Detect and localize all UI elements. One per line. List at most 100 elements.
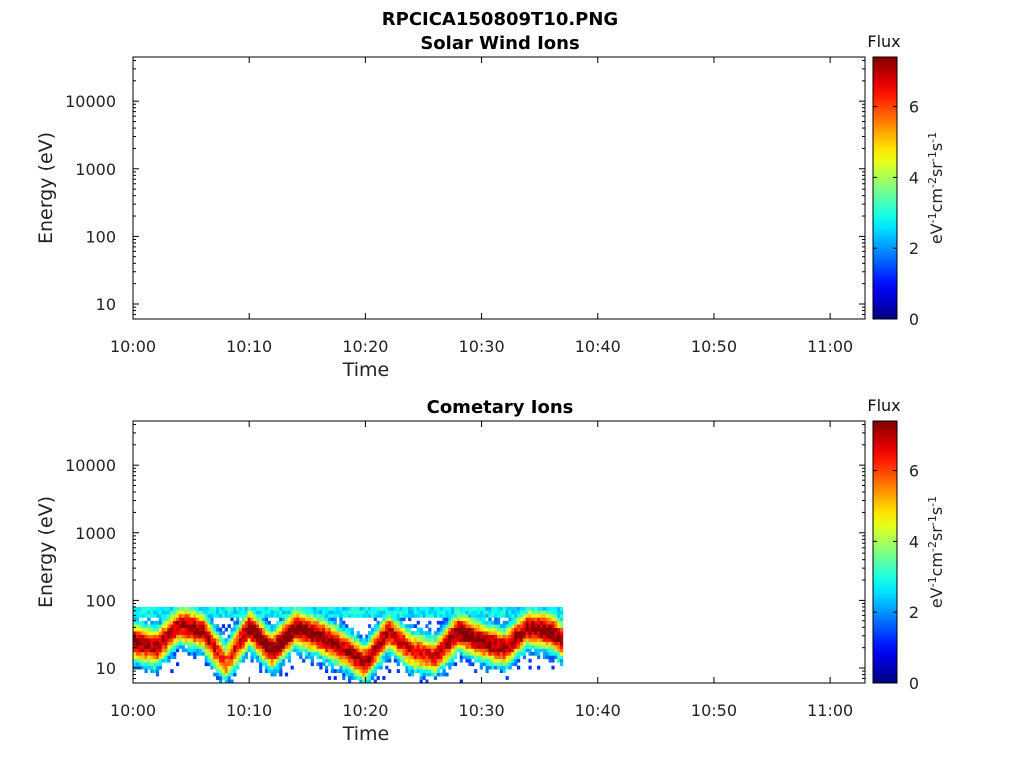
heatmap-cell <box>282 624 286 628</box>
heatmap-cell <box>388 631 392 635</box>
heatmap-cell <box>502 669 506 673</box>
heatmap-cell <box>336 641 340 646</box>
heatmap-cell <box>325 624 329 628</box>
heatmap-cell <box>431 665 435 670</box>
heatmap-cell <box>368 665 372 670</box>
heatmap-cell <box>359 665 363 670</box>
heatmap-cell <box>253 617 257 622</box>
heatmap-cell <box>474 648 478 653</box>
heatmap-cell <box>256 648 260 653</box>
heatmap-cell <box>310 613 314 618</box>
heatmap-cell <box>293 613 297 618</box>
heatmap-cell <box>141 634 145 639</box>
heatmap-cell <box>439 672 443 677</box>
heatmap-cell <box>296 613 300 618</box>
heatmap-cell <box>471 651 475 656</box>
heatmap-cell <box>548 641 552 646</box>
heatmap-cell <box>402 624 406 628</box>
heatmap-cell <box>327 638 332 642</box>
heatmap-cell <box>502 638 506 642</box>
heatmap-cell <box>474 655 478 660</box>
heatmap-cell <box>462 638 466 642</box>
heatmap-cell <box>336 662 340 667</box>
heatmap-cell <box>439 651 443 656</box>
heatmap-cell <box>514 634 518 639</box>
heatmap-cell <box>517 613 521 618</box>
heatmap-cell <box>322 620 326 625</box>
heatmap-cell <box>224 638 228 642</box>
heatmap-cell <box>525 638 529 642</box>
heatmap-cell <box>244 620 248 625</box>
heatmap-cell <box>379 665 383 670</box>
heatmap-cell <box>327 606 332 611</box>
heatmap-cell <box>356 645 360 649</box>
heatmap-cell <box>540 638 544 642</box>
heatmap-cell <box>462 634 466 639</box>
heatmap-cell <box>178 631 183 635</box>
heatmap-cell <box>433 669 438 673</box>
heatmap-cell <box>153 651 157 656</box>
heatmap-cell <box>253 655 257 660</box>
heatmap-cell <box>184 641 188 646</box>
heatmap-cell <box>505 645 509 649</box>
heatmap-cell <box>250 648 254 653</box>
heatmap-cell <box>416 610 420 615</box>
heatmap-cell <box>213 665 217 670</box>
heatmap-cell <box>201 620 205 625</box>
heatmap-cell <box>350 672 354 677</box>
heatmap-cell <box>305 613 309 618</box>
heatmap-cell <box>250 606 254 611</box>
heatmap-cell <box>436 634 440 639</box>
heatmap-cell <box>525 631 529 635</box>
heatmap-cell <box>170 617 174 622</box>
heatmap-cell <box>396 645 400 649</box>
x-tick-label: 11:00 <box>807 701 853 720</box>
heatmap-cell <box>442 634 446 639</box>
heatmap-cell <box>511 620 515 625</box>
heatmap-cell <box>290 641 294 646</box>
heatmap-cell <box>542 641 546 646</box>
heatmap-cell <box>267 620 271 625</box>
heatmap-cell <box>279 655 283 660</box>
heatmap-cell <box>494 651 498 656</box>
heatmap-cell <box>216 665 220 670</box>
heatmap-cell <box>155 662 160 667</box>
heatmap-cell <box>264 658 268 663</box>
heatmap-cell <box>560 627 564 632</box>
heatmap-cell <box>476 658 481 663</box>
heatmap-cell <box>528 620 532 625</box>
heatmap-cell <box>411 641 415 646</box>
heatmap-cell <box>408 658 412 663</box>
heatmap-cell <box>525 606 529 611</box>
heatmap-cell <box>187 645 191 649</box>
heatmap-cell <box>436 627 440 632</box>
heatmap-cell <box>368 638 372 642</box>
heatmap-cell <box>247 620 251 625</box>
heatmap-cell <box>476 638 481 642</box>
heatmap-cell <box>213 627 217 632</box>
heatmap-cell <box>322 624 326 628</box>
heatmap-cell <box>262 662 266 667</box>
heatmap-cell <box>236 610 240 615</box>
heatmap-cell <box>161 648 165 653</box>
heatmap-cell <box>422 641 426 646</box>
heatmap-cell <box>465 610 469 615</box>
heatmap-cell <box>302 648 306 653</box>
heatmap-cell <box>264 665 268 670</box>
heatmap-cell <box>376 648 380 653</box>
heatmap-cell <box>282 655 286 660</box>
heatmap-cell <box>405 606 409 611</box>
heatmap-cell <box>411 606 415 611</box>
heatmap-cell <box>161 641 165 646</box>
heatmap-cell <box>262 645 266 649</box>
heatmap-cell <box>388 658 392 663</box>
heatmap-cell <box>207 617 211 622</box>
heatmap-cell <box>227 665 231 670</box>
heatmap-cell <box>385 638 389 642</box>
heatmap-cell <box>241 641 246 646</box>
heatmap-cell <box>305 624 309 628</box>
heatmap-cell <box>201 638 205 642</box>
heatmap-cell <box>399 631 403 635</box>
heatmap-cell <box>382 613 386 618</box>
heatmap-cell <box>267 662 271 667</box>
